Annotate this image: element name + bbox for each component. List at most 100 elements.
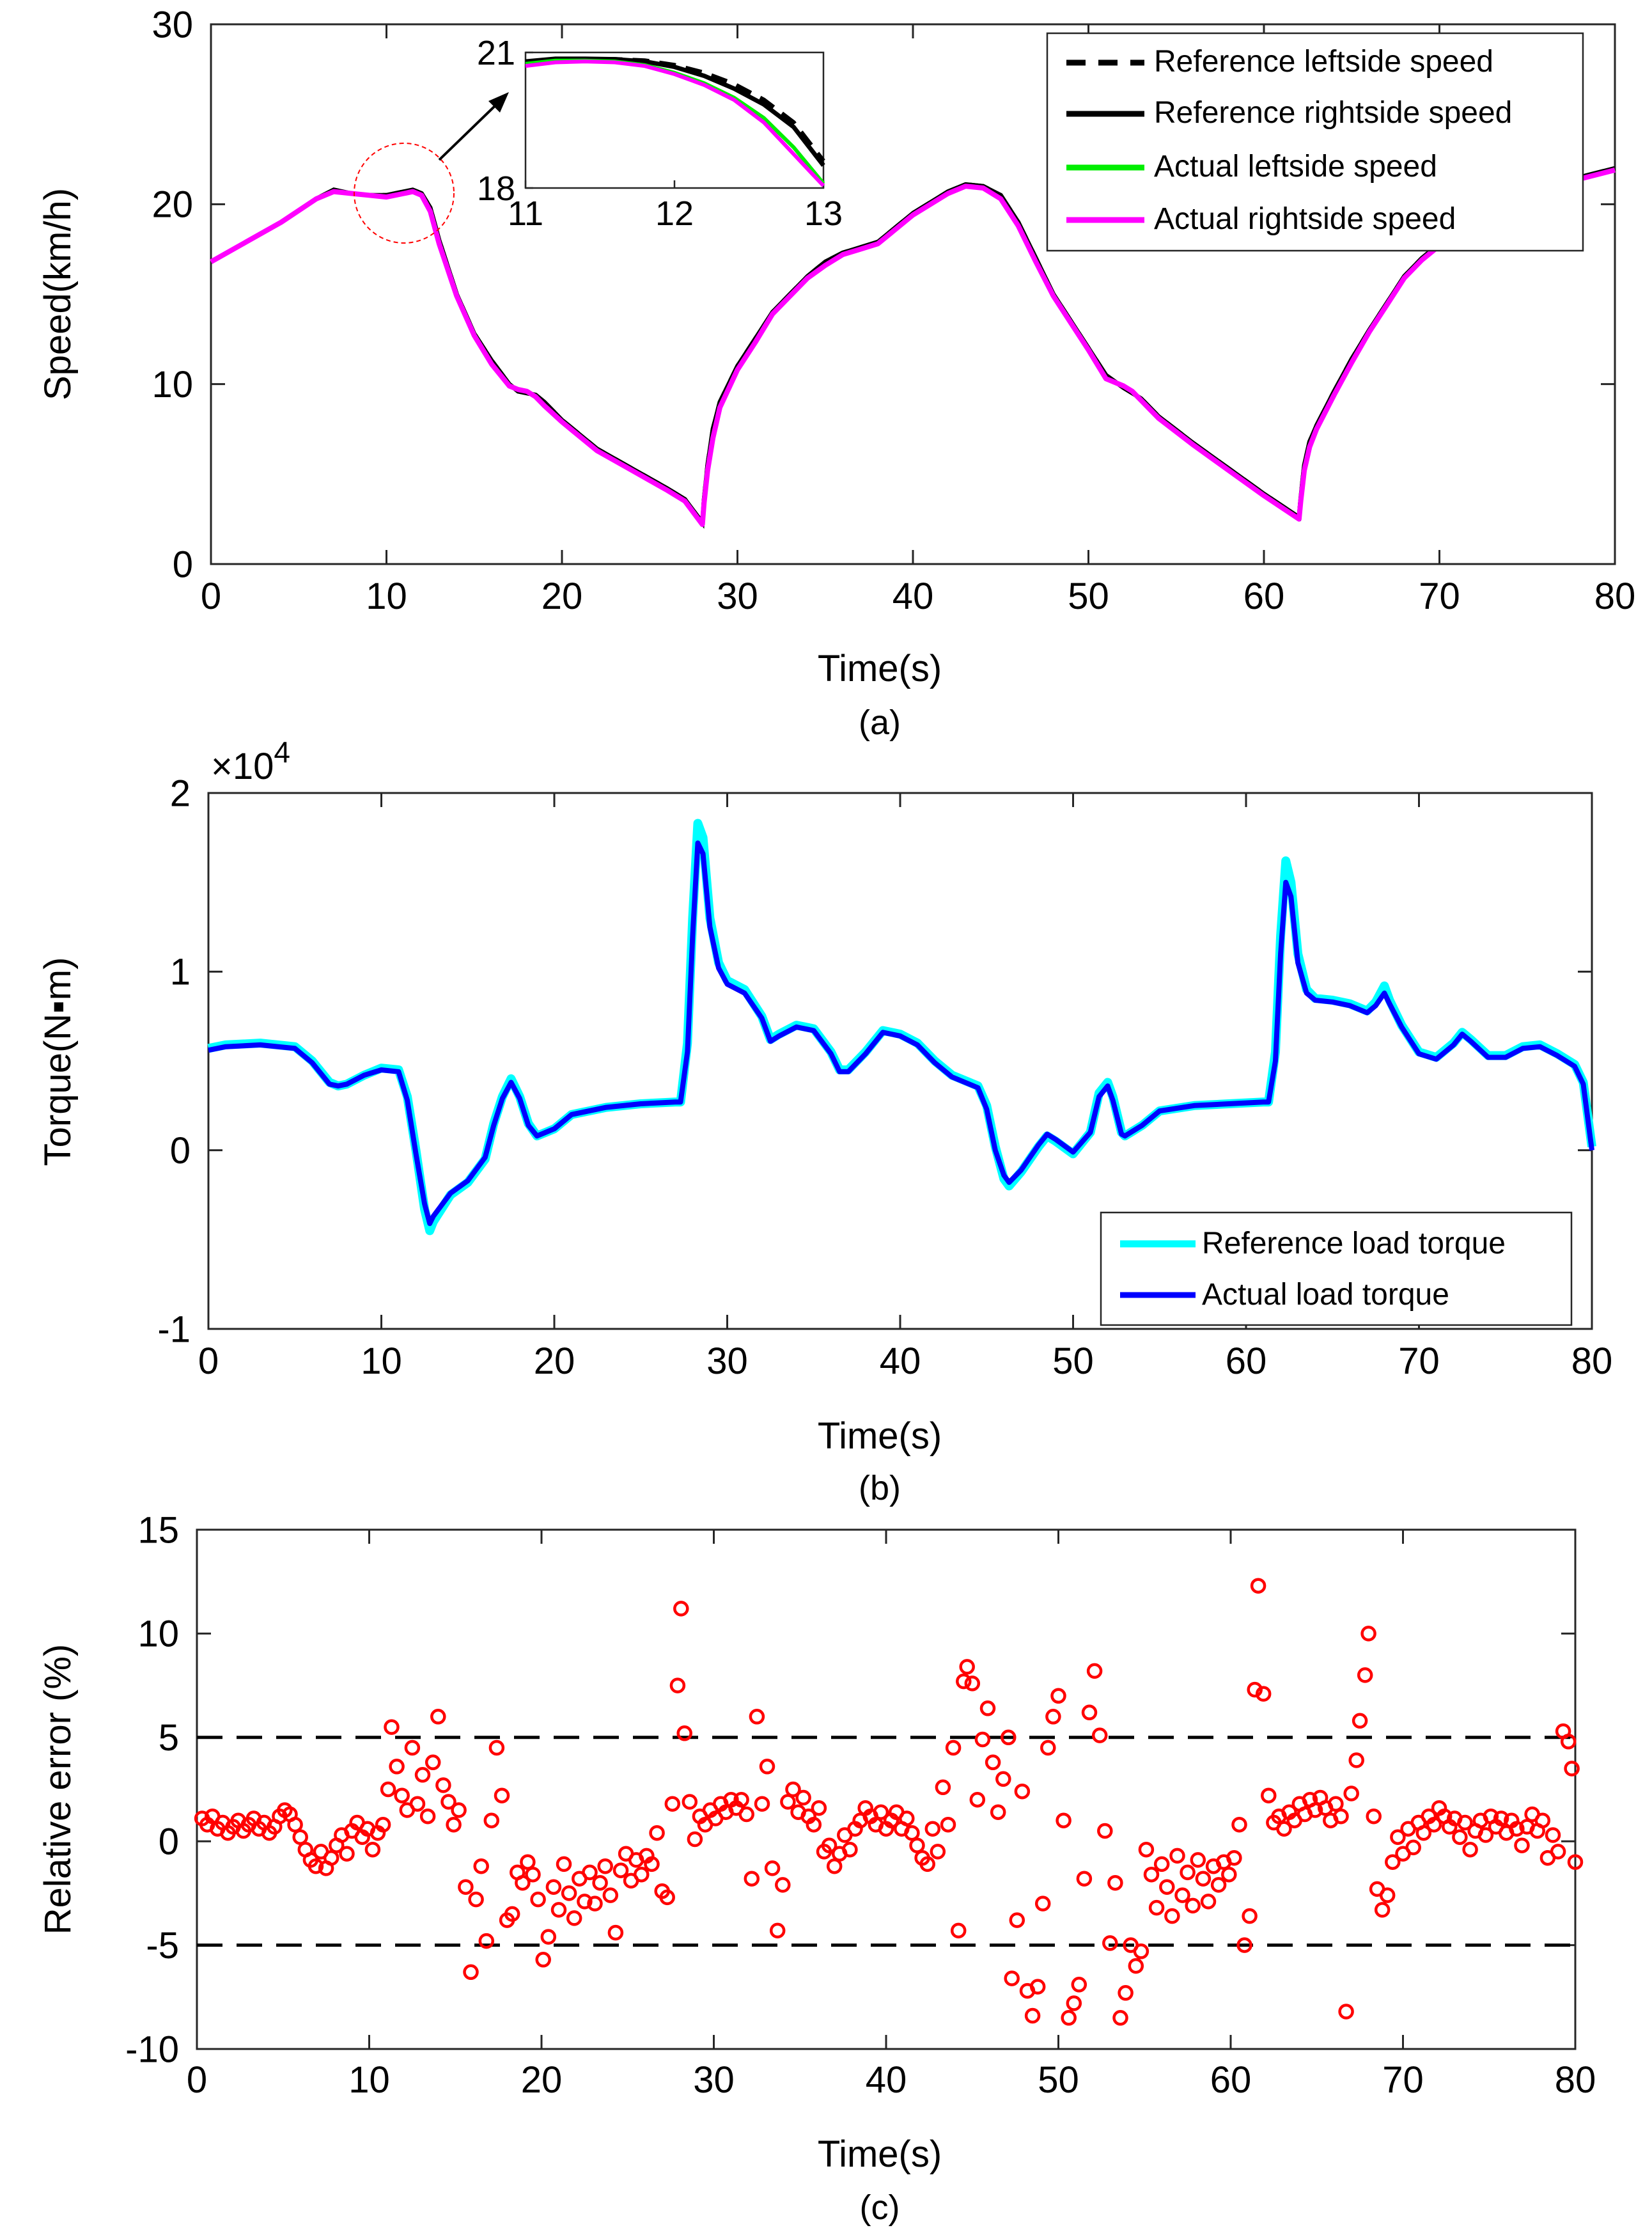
scatter-point (676, 1725, 692, 1741)
scatter-point (950, 1922, 967, 1939)
x-tick-label: 80 (1555, 2059, 1596, 2101)
scatter-point (1261, 1787, 1277, 1803)
threshold-lines (197, 1736, 1575, 1947)
panel-c: 0 10 20 30 40 50 60 70 80 -10 -5 0 5 10 15 Time(s) (c)… (37, 1509, 1596, 2227)
scatter-point (1050, 1688, 1066, 1704)
x-tick-label: 10 (361, 1340, 402, 1382)
scatter-point (769, 1922, 786, 1939)
inset-x-tick-label: 11 (508, 194, 543, 233)
scatter-point (446, 1816, 462, 1833)
scatter-point (451, 1802, 467, 1818)
scatter-point (607, 1924, 624, 1941)
scatter-point (669, 1677, 686, 1693)
scatter-point (1200, 1894, 1217, 1910)
scatter-point (1107, 1874, 1123, 1891)
x-tick-label: 60 (1226, 1340, 1267, 1382)
scatter-point (1001, 1729, 1017, 1746)
scatter-point (1247, 1681, 1263, 1698)
scatter-point (899, 1810, 915, 1826)
scatter-point (1143, 1866, 1160, 1883)
scatter-point (634, 1866, 650, 1883)
y-tick-label: 10 (152, 364, 193, 405)
panel-label-a: (a) (859, 703, 901, 742)
scatter-point (478, 1933, 495, 1949)
scatter-point (515, 1874, 531, 1891)
scatter-point (1133, 1943, 1149, 1959)
scatter-point (821, 1837, 838, 1853)
x-tick-label: 30 (706, 1340, 748, 1382)
xlabel-a: Time(s) (818, 648, 942, 689)
scatter-point (1185, 1897, 1201, 1914)
scatter-point (597, 1858, 613, 1874)
y-tick-label: 10 (137, 1613, 179, 1655)
scatter-point (1348, 1752, 1364, 1768)
scatter-point (1226, 1849, 1242, 1866)
scatter-point (409, 1796, 426, 1812)
x-tick-label: 50 (1052, 1340, 1094, 1382)
x-tick-label: 10 (348, 2059, 390, 2101)
x-tick-label: 20 (542, 576, 583, 617)
legend-label-ref-right: Reference rightside speed (1154, 96, 1512, 130)
scatter-point (1153, 1856, 1170, 1872)
x-tick-label: 30 (693, 2059, 735, 2101)
scatter-point (673, 1601, 689, 1617)
scatter-point (995, 1771, 1011, 1787)
scatter-point (384, 1719, 400, 1735)
scatter-point (659, 1889, 675, 1906)
scatter-point (974, 1731, 991, 1748)
scatter-point (473, 1858, 489, 1874)
scatter-point (842, 1841, 858, 1858)
scatter-point (687, 1831, 703, 1848)
x-tick-label: 60 (1210, 2059, 1252, 2101)
scatter-points (194, 1578, 1584, 2026)
scatter-point (1029, 1979, 1046, 1995)
scatter-point (1462, 1841, 1478, 1858)
scatter-point (458, 1879, 474, 1895)
scatter-point (1056, 1812, 1071, 1828)
scatter-point (1343, 1786, 1359, 1801)
legend-a-box (1046, 32, 1584, 252)
x-tick-label: 0 (198, 1340, 219, 1382)
y-tick-label: 1 (170, 952, 191, 993)
scatter-point (463, 1964, 479, 1981)
scatter-point (1255, 1686, 1272, 1702)
series-actual-load-torque (208, 840, 1594, 1227)
scatter-point (587, 1896, 603, 1911)
legend-a: Reference leftside speed Reference right… (1046, 32, 1584, 252)
scatter-point (733, 1791, 749, 1808)
scatter-point (1190, 1852, 1206, 1868)
scatter-point (545, 1879, 562, 1895)
scatter-point (664, 1796, 681, 1812)
scatter-point (435, 1777, 451, 1793)
scatter-point (556, 1856, 572, 1872)
scatter-point (1357, 1667, 1373, 1683)
y-tick-label: 30 (152, 4, 193, 45)
x-tick-label: 50 (1038, 2059, 1079, 2101)
scatter-point (540, 1929, 557, 1945)
scatter-point (644, 1856, 660, 1872)
scatter-point (592, 1874, 608, 1891)
zoom-arrow (438, 101, 500, 161)
x-tick-label: 40 (892, 576, 934, 617)
scatter-point (530, 1891, 546, 1908)
scatter-point (979, 1700, 996, 1716)
scatter-point (1004, 1970, 1020, 1986)
scatter-point (1338, 2004, 1354, 2020)
scatter-point (612, 1862, 629, 1878)
scatter-point (985, 1754, 1001, 1771)
y-tick-label: 20 (152, 184, 193, 226)
scatter-point (1236, 1937, 1252, 1953)
scatter-point (1366, 1808, 1382, 1825)
exponent-base: ×10 (211, 746, 274, 787)
scatter-point (1118, 1985, 1134, 2001)
scatter-point (924, 1821, 941, 1837)
scatter-point (488, 1739, 505, 1756)
ylabel-b: Torque(N▪m) (37, 957, 79, 1166)
scatter-point (602, 1887, 619, 1903)
scatter-point (1148, 1899, 1165, 1916)
scatter-point (1040, 1739, 1056, 1756)
scatter-point (1091, 1727, 1108, 1743)
y-tick-label: -10 (125, 2029, 179, 2070)
